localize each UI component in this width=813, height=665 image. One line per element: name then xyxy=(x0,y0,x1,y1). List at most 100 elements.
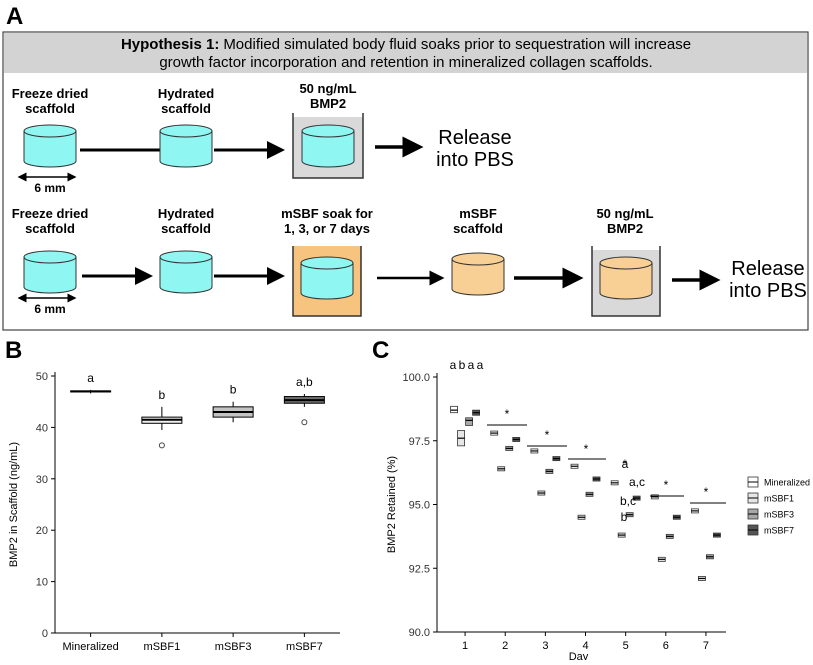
annotation: * xyxy=(704,485,709,499)
step-label: Freeze dried xyxy=(12,206,89,221)
x-tick-label: 4 xyxy=(582,640,588,652)
significance-letter: b xyxy=(159,388,166,402)
y-tick-label: 0 xyxy=(42,628,48,640)
step-label: 50 ng/mL xyxy=(299,81,356,96)
box xyxy=(450,405,458,414)
outlier xyxy=(158,442,165,449)
significance-letter: a xyxy=(87,371,94,385)
scaffold xyxy=(300,263,354,300)
beaker xyxy=(591,246,661,317)
scaffold xyxy=(451,259,505,296)
x-tick-label: 1 xyxy=(462,640,468,652)
y-tick-label: 90.0 xyxy=(409,627,430,639)
x-tick-label: 3 xyxy=(542,640,548,652)
x-tick-label: 5 xyxy=(623,640,629,652)
scaffold-top xyxy=(451,252,505,266)
step-label: Hydrated xyxy=(158,86,214,101)
annotation: * xyxy=(623,457,628,471)
annotation: a xyxy=(477,358,484,372)
legend-label: Mineralized xyxy=(764,478,810,488)
panel-label: B xyxy=(5,337,22,364)
scaffold-top xyxy=(159,250,213,264)
step-label: scaffold xyxy=(25,221,75,236)
x-tick-label: mSBF1 xyxy=(144,641,181,653)
y-tick-label: 20 xyxy=(36,525,48,537)
annotation: * xyxy=(545,428,550,442)
step-label: BMP2 xyxy=(310,96,346,111)
scaffold xyxy=(23,131,77,168)
scale-label: 6 mm xyxy=(34,302,65,316)
y-tick-label: 95.0 xyxy=(409,500,430,512)
annotation: a,c xyxy=(629,475,645,489)
x-tick-label: mSBF7 xyxy=(286,641,323,653)
scaffold-top xyxy=(599,256,653,270)
y-axis-label: BMP2 Retained (%) xyxy=(386,456,398,553)
annotation: b,c xyxy=(620,494,636,508)
significance-letter: a,b xyxy=(296,375,313,389)
scaffold xyxy=(599,263,653,300)
y-tick-label: 10 xyxy=(36,577,48,589)
x-tick-label: 6 xyxy=(663,640,669,652)
step-label: Hydrated xyxy=(158,206,214,221)
hypothesis-band xyxy=(4,33,807,73)
scaffold xyxy=(301,131,355,168)
panel-label: A xyxy=(6,3,23,30)
x-axis-label: Day xyxy=(569,651,589,660)
step-label: Release xyxy=(438,127,511,149)
box xyxy=(465,417,473,426)
y-axis-label: BMP2 in Scaffold (ng/mL) xyxy=(8,442,20,567)
scaffold xyxy=(23,257,77,294)
scaffold-top xyxy=(159,124,213,138)
step-label: into PBS xyxy=(436,149,514,171)
x-tick-label: 7 xyxy=(703,640,709,652)
hypothesis-bold: Hypothesis 1: xyxy=(121,36,219,53)
scaffold-top xyxy=(300,256,354,270)
scaffold xyxy=(159,131,213,168)
scaffold-top xyxy=(301,124,355,138)
step-label: scaffold xyxy=(453,221,503,236)
step-label: scaffold xyxy=(161,221,211,236)
step-label: scaffold xyxy=(161,101,211,116)
annotation: a xyxy=(450,358,457,372)
annotation: b xyxy=(459,358,466,372)
x-tick-label: mSBF3 xyxy=(215,641,252,653)
y-tick-label: 100.0 xyxy=(402,372,430,384)
legend-label: mSBF7 xyxy=(764,526,794,536)
y-tick-label: 50 xyxy=(36,371,48,383)
annotation: * xyxy=(505,407,510,421)
annotation: a xyxy=(622,457,629,471)
y-tick-label: 40 xyxy=(36,422,48,434)
hypothesis-text: Modified simulated body fluid soaks prio… xyxy=(223,36,691,53)
hypothesis: Hypothesis 1: Modified simulated body flu… xyxy=(121,36,691,53)
legend-label: mSBF3 xyxy=(764,510,794,520)
outlier xyxy=(301,419,308,426)
annotation: * xyxy=(584,442,589,456)
annotation: * xyxy=(664,478,669,492)
step-label: 1, 3, or 7 days xyxy=(284,221,370,236)
scaffold-top xyxy=(23,124,77,138)
scaffold-top xyxy=(23,250,77,264)
y-tick-label: 97.5 xyxy=(409,436,430,448)
beaker xyxy=(292,246,362,317)
hypothesis: growth factor incorporation and retentio… xyxy=(159,54,652,71)
panel-a-frame xyxy=(2,31,809,331)
step-label: BMP2 xyxy=(607,221,643,236)
step-label: 50 ng/mL xyxy=(596,206,653,221)
scaffold xyxy=(159,257,213,294)
step-label: into PBS xyxy=(729,280,807,302)
scale-label: 6 mm xyxy=(34,181,65,195)
x-tick-label: Mineralized xyxy=(63,641,119,653)
panel-label: C xyxy=(372,337,389,364)
step-label: scaffold xyxy=(25,101,75,116)
y-tick-label: 30 xyxy=(36,474,48,486)
annotation: a xyxy=(468,358,475,372)
significance-letter: b xyxy=(230,383,237,397)
step-label: Freeze dried xyxy=(12,86,89,101)
legend-label: mSBF1 xyxy=(764,494,794,504)
annotation: b xyxy=(621,510,628,524)
step-label: mSBF xyxy=(459,206,497,221)
x-tick-label: 2 xyxy=(502,640,508,652)
step-label: mSBF soak for xyxy=(281,206,373,221)
